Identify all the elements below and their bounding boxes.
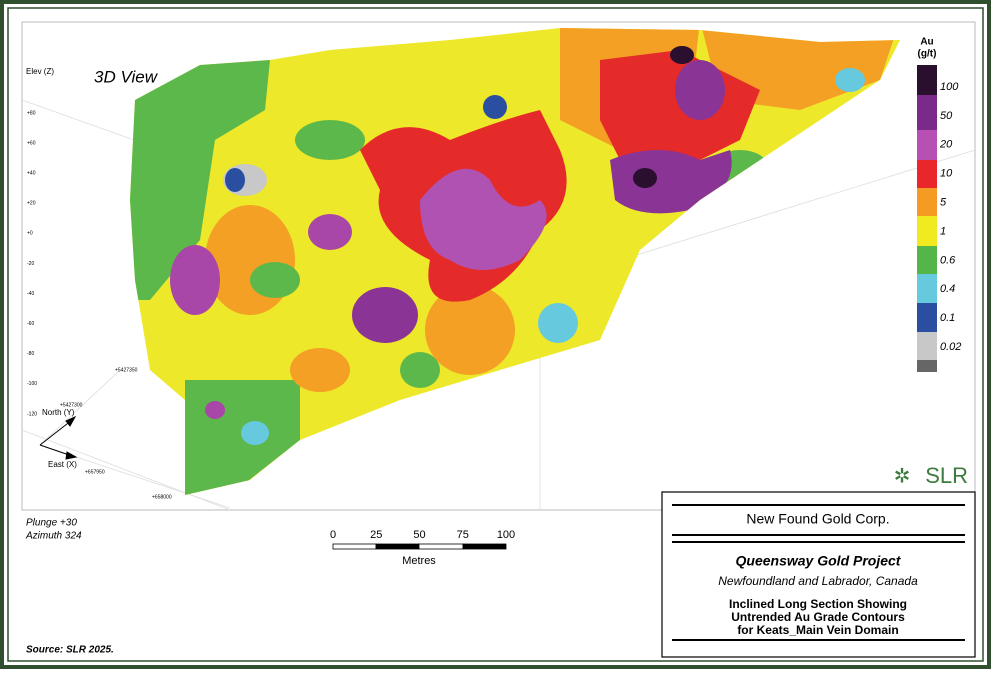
description: Untrended Au Grade Contours xyxy=(731,610,905,624)
source: Source: SLR 2025. xyxy=(26,645,114,656)
elev-tick: -60 xyxy=(27,321,34,327)
inner-frame xyxy=(7,7,984,662)
east-tick: +657950 xyxy=(85,469,105,475)
elev-tick: -20 xyxy=(27,261,34,267)
elev-tick: -40 xyxy=(27,291,34,297)
legend-title: Au xyxy=(920,37,933,48)
legend-label: 100 xyxy=(940,81,959,93)
legend-label: 20 xyxy=(939,139,953,151)
scale-unit: Metres xyxy=(402,555,436,567)
legend-title: (g/t) xyxy=(918,49,937,60)
legend-label: 5 xyxy=(940,197,947,209)
elev-tick: +80 xyxy=(27,110,36,116)
scale-tick: 50 xyxy=(413,529,425,541)
location: Newfoundland and Labrador, Canada xyxy=(718,574,918,588)
company: New Found Gold Corp. xyxy=(746,511,889,527)
azimuth: Azimuth 324 xyxy=(25,531,82,542)
elev-title: Elev (Z) xyxy=(26,67,54,76)
scale-tick: 100 xyxy=(497,529,515,541)
elev-tick: +40 xyxy=(27,171,36,177)
north-label: North (Y) xyxy=(42,408,75,417)
elev-tick: +20 xyxy=(27,201,36,207)
legend-label: 50 xyxy=(940,110,953,122)
elev-tick: -120 xyxy=(27,411,37,417)
east-tick: +658000 xyxy=(152,494,172,500)
legend-label: 0.4 xyxy=(940,283,955,295)
project: Queensway Gold Project xyxy=(736,553,902,569)
legend-label: 1 xyxy=(940,225,946,237)
title-block xyxy=(661,491,976,658)
plunge: Plunge +30 xyxy=(26,518,77,529)
description: for Keats_Main Vein Domain xyxy=(737,623,898,637)
scale-ticks: 0 25 50 75 100 xyxy=(330,529,515,541)
legend-swatches xyxy=(917,65,937,372)
legend-label: 0.02 xyxy=(940,341,961,353)
logo: SLR xyxy=(925,463,968,488)
scale-bar xyxy=(332,543,507,550)
axis-arrows xyxy=(39,415,78,460)
elev-tick: -100 xyxy=(27,381,37,387)
legend-label: 0.6 xyxy=(940,254,956,266)
elev-tick: +60 xyxy=(27,140,36,146)
north-tick: +5427300 xyxy=(60,402,83,408)
east-label: East (X) xyxy=(48,460,77,469)
elev-ticks: +80 +60 +40 +20 +0 -20 -40 -60 -80 -100 -120 xyxy=(27,110,37,417)
scale-tick: 75 xyxy=(457,529,469,541)
title-rules xyxy=(672,504,965,641)
legend-labels: 100 50 20 10 5 1 0.6 0.4 0.1 0.02 xyxy=(939,81,961,353)
view-label: 3D View xyxy=(94,67,159,86)
elev-tick: -80 xyxy=(27,351,34,357)
description: Inclined Long Section Showing xyxy=(729,597,907,611)
logo-mark: ✲ xyxy=(894,465,911,487)
scale-tick: 0 xyxy=(330,529,336,541)
view-box xyxy=(21,21,976,511)
scale-tick: 25 xyxy=(370,529,382,541)
legend-label: 0.1 xyxy=(940,312,955,324)
legend-label: 10 xyxy=(940,168,953,180)
north-tick: +5427350 xyxy=(115,367,138,373)
elev-tick: +0 xyxy=(27,231,33,237)
